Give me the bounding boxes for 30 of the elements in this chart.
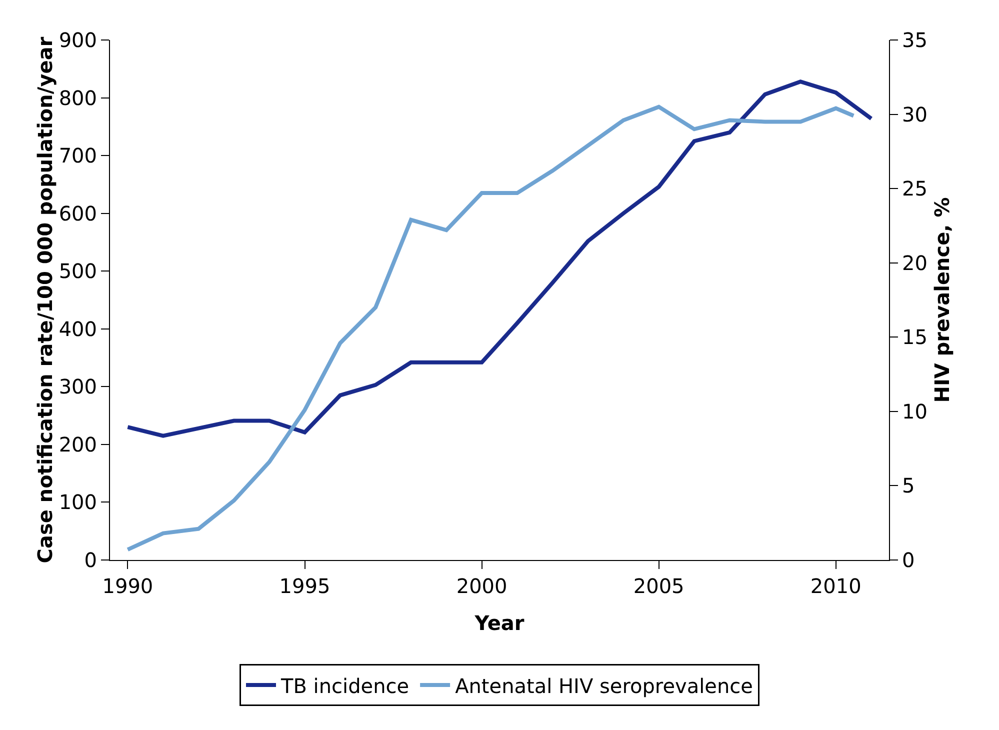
x-tick-label: 1990 — [102, 574, 154, 598]
y-tick-label: 500 — [58, 259, 97, 284]
y-tick-label: 100 — [58, 490, 97, 514]
x-tick-label: 2010 — [810, 574, 862, 598]
y2-tick-label: 10 — [902, 399, 928, 424]
y-tick-label: 0 — [84, 548, 97, 572]
y-axis-title: Case notification rate/100 000 population/year — [32, 36, 57, 564]
y-tick-label: 600 — [58, 201, 97, 226]
x-tick-label: 2000 — [456, 574, 508, 598]
legend-label: Antenatal HIV seroprevalence — [455, 674, 753, 698]
y2-tick-label: 25 — [902, 176, 928, 201]
y2-tick-label: 20 — [902, 250, 928, 275]
y-tick-label: 400 — [58, 316, 97, 341]
line-series — [126, 104, 856, 552]
y2-tick-label: 0 — [902, 548, 915, 572]
y-tick-label: 700 — [58, 144, 97, 168]
y2-axis-title: HIV prevalence, % — [930, 197, 954, 403]
y-tick-label: 200 — [58, 432, 97, 456]
y-tick-label: 300 — [58, 374, 97, 399]
y2-tick-label: 35 — [902, 28, 928, 52]
legend-label: TB incidence — [280, 674, 410, 698]
x-tick-label: 1995 — [279, 574, 330, 598]
y-tick-label: 900 — [58, 28, 97, 52]
y2-tick-label: 15 — [902, 325, 928, 350]
x-tick-label: 2005 — [633, 574, 684, 598]
line-series — [126, 80, 874, 438]
y2-tick-label: 5 — [902, 474, 915, 498]
x-axis-title: Year — [474, 611, 524, 635]
y-tick-label: 800 — [58, 86, 97, 110]
y2-tick-label: 30 — [902, 102, 928, 126]
